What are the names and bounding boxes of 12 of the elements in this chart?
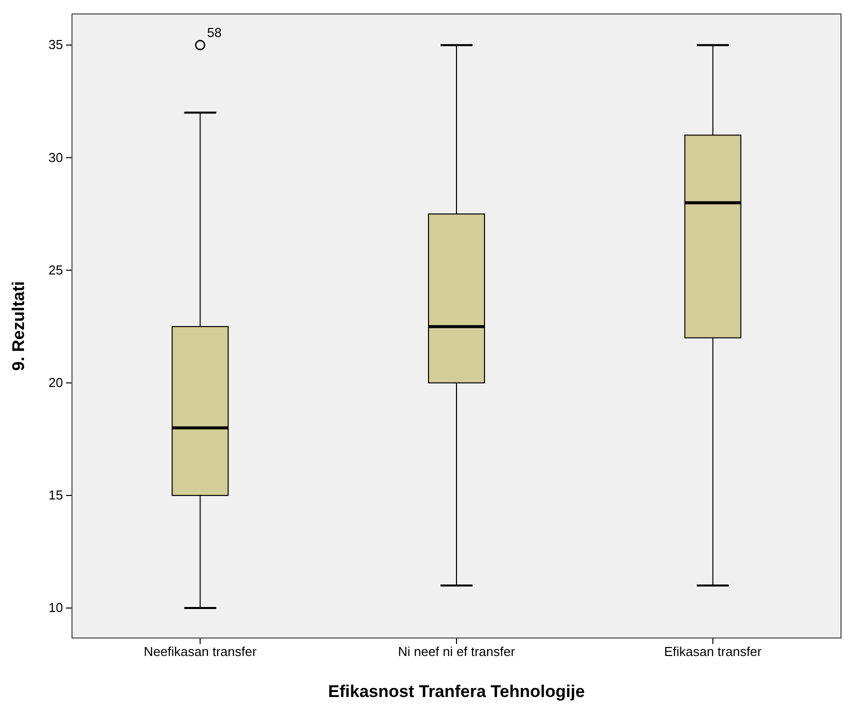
y-tick-label: 25: [48, 262, 63, 278]
x-tick-label: Efikasan transfer: [664, 644, 762, 660]
y-tick-label: 15: [48, 488, 63, 503]
y-tick-label: 30: [48, 150, 63, 165]
annotation: 58: [207, 25, 222, 40]
y-axis-title: 9. Rezultati: [9, 281, 28, 371]
y-tick-label: 20: [48, 375, 63, 390]
x-tick-label: Ni neef ni ef transfer: [398, 644, 516, 660]
y-tick-label: 10: [48, 600, 63, 616]
x-tick-label: Neefikasan transfer: [144, 644, 258, 660]
y-tick-label: 35: [48, 37, 63, 52]
x-axis-title: Efikasnost Tranfera Tehnologije: [328, 682, 585, 701]
